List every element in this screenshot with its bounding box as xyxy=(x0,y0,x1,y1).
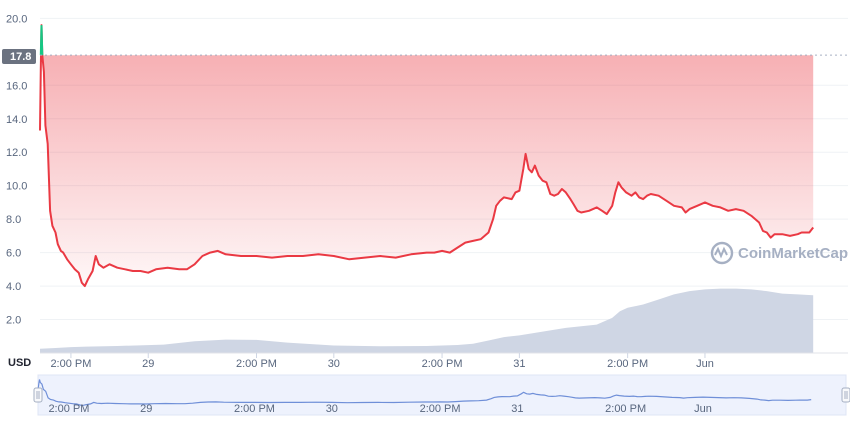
volume-area xyxy=(40,288,814,353)
price-line-up xyxy=(39,25,44,56)
navigator-tick-label: 30 xyxy=(326,403,338,415)
current-price-badge: 17.8 xyxy=(2,49,36,64)
x-axis: 2:00 PM 29 2:00 PM 30 2:00 PM 31 2:00 PM Jun xyxy=(40,352,848,370)
navigator-tick-label: 2:00 PM xyxy=(234,403,275,415)
navigator-tick-label: 29 xyxy=(140,403,152,415)
x-tick-label: 2:00 PM xyxy=(422,358,463,370)
y-tick-label: 10.0 xyxy=(6,181,27,193)
y-tick-label: 6.0 xyxy=(6,248,21,260)
navigator-tick-label: Jun xyxy=(694,403,712,415)
navigator-tick-label: 31 xyxy=(511,403,523,415)
currency-label: USD xyxy=(8,357,31,369)
y-tick-label: 14.0 xyxy=(6,114,27,126)
y-tick-label: 20.0 xyxy=(6,13,27,25)
navigator-window[interactable] xyxy=(37,374,847,416)
price-fill-area xyxy=(40,55,814,287)
navigator-tick-label: 2:00 PM xyxy=(48,403,89,415)
y-tick-label: 12.0 xyxy=(6,147,27,159)
navigator-line xyxy=(37,379,812,407)
price-line xyxy=(39,24,814,288)
current-price-badge-bg xyxy=(2,49,36,64)
volume-area-path xyxy=(40,288,814,353)
coinmarketcap-logo-icon xyxy=(710,241,734,265)
navigator-tick-label: 2:00 PM xyxy=(605,403,646,415)
x-tick-label: 30 xyxy=(328,358,340,370)
x-tick-label: 31 xyxy=(513,358,525,370)
y-tick-label: 2.0 xyxy=(6,315,21,327)
x-tick-label: 2:00 PM xyxy=(236,358,277,370)
watermark-text: CoinMarketCap xyxy=(738,245,848,262)
x-tick-label: Jun xyxy=(696,358,714,370)
y-tick-label: 8.0 xyxy=(6,214,21,226)
range-navigator[interactable]: 2:00 PM 29 2:00 PM 30 2:00 PM 31 2:00 PM Jun xyxy=(33,374,850,416)
x-tick-label: 2:00 PM xyxy=(607,358,648,370)
x-tick-label: 29 xyxy=(142,358,154,370)
price-fill-path xyxy=(40,55,814,287)
y-tick-label: 16.0 xyxy=(6,80,27,92)
coinmarketcap-logo-wave xyxy=(714,246,728,259)
navigator-tick-label: 2:00 PM xyxy=(420,403,461,415)
y-tick-label: 4.0 xyxy=(6,281,21,293)
x-tick-label: 2:00 PM xyxy=(50,358,91,370)
y-axis: 2.0 4.0 6.0 8.0 10.0 12.0 14.0 16.0 20.0 xyxy=(6,13,27,326)
coinmarketcap-watermark: CoinMarketCap xyxy=(710,241,848,265)
current-price-badge-text: 17.8 xyxy=(10,51,31,63)
price-line-layer xyxy=(39,24,814,288)
navigator-right-handle[interactable] xyxy=(841,387,850,403)
navigator-left-handle[interactable] xyxy=(33,387,43,403)
